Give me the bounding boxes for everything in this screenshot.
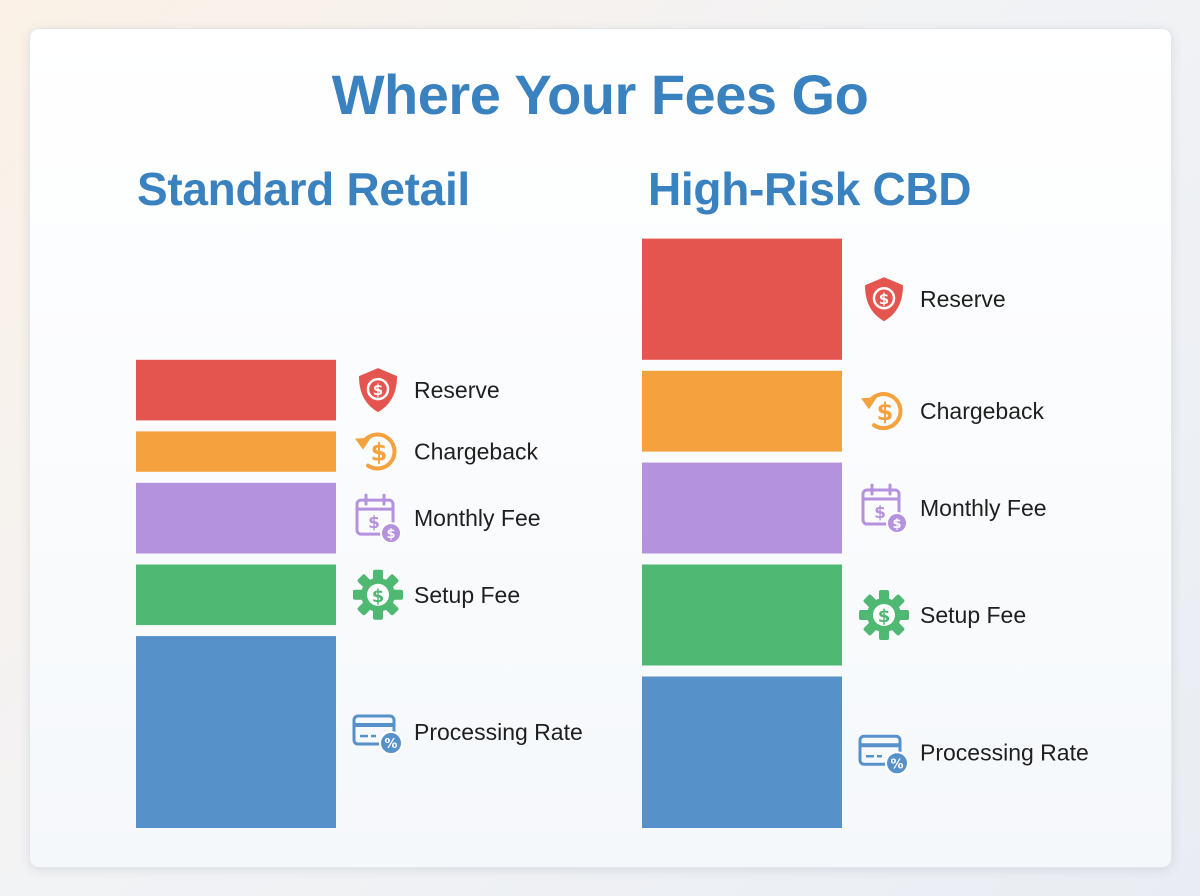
segment-label-processing-rate: Processing Rate [920,739,1089,765]
bar-segment-setup-fee [642,564,842,666]
card-percent-icon: % [352,714,403,756]
bar-segment-chargeback [642,370,842,452]
segment-label-reserve: Reserve [920,286,1006,312]
refund-dollar-icon: $ [355,432,397,471]
svg-text:%: % [890,757,903,772]
panel-title-high-risk-cbd: High-Risk CBD [648,163,972,215]
svg-text:$: $ [372,586,385,607]
bar-segment-setup-fee [136,564,336,626]
segment-label-setup-fee: Setup Fee [920,602,1026,628]
svg-text:$: $ [877,398,894,426]
svg-text:$: $ [879,290,889,308]
segment-label-chargeback: Chargeback [414,439,539,465]
svg-text:$: $ [368,513,380,533]
svg-text:$: $ [892,517,901,532]
svg-text:$: $ [373,381,383,399]
shield-dollar-icon: $ [865,277,903,322]
segment-label-monthly-fee: Monthly Fee [414,505,541,531]
calendar-dollar-icon: $$ [861,483,908,535]
segment-label-chargeback: Chargeback [920,398,1045,424]
chart-title: Where Your Fees Go [331,63,869,126]
segment-label-monthly-fee: Monthly Fee [920,495,1047,521]
bar-segment-processing-rate [642,676,842,828]
panel-high-risk-cbd: % Processing Rate$ Setup Fee$$Monthly Fee$… [642,238,1089,828]
refund-dollar-icon: $ [861,392,903,431]
panel-standard-retail: % Processing Rate$ Setup Fee$$Monthly Fee$… [136,359,583,828]
panel-title-standard-retail: Standard Retail [137,163,470,215]
svg-text:$: $ [371,439,388,467]
bar-segment-monthly-fee [642,462,842,554]
bar-segment-reserve [136,359,336,421]
bar-segment-reserve [642,238,842,360]
bar-segment-monthly-fee [136,482,336,554]
svg-text:$: $ [878,606,891,627]
calendar-dollar-icon: $$ [355,493,402,545]
svg-text:$: $ [874,503,886,523]
card-percent-icon: % [858,734,909,776]
segment-label-processing-rate: Processing Rate [414,719,583,745]
bar-segment-processing-rate [136,636,336,828]
gear-dollar-icon: $ [859,590,909,640]
segment-label-reserve: Reserve [414,377,500,403]
gear-dollar-icon: $ [353,569,403,620]
segment-label-setup-fee: Setup Fee [414,582,520,608]
svg-text:$: $ [386,527,395,542]
svg-text:%: % [384,737,397,752]
shield-dollar-icon: $ [359,368,397,413]
bar-segment-chargeback [136,431,336,472]
